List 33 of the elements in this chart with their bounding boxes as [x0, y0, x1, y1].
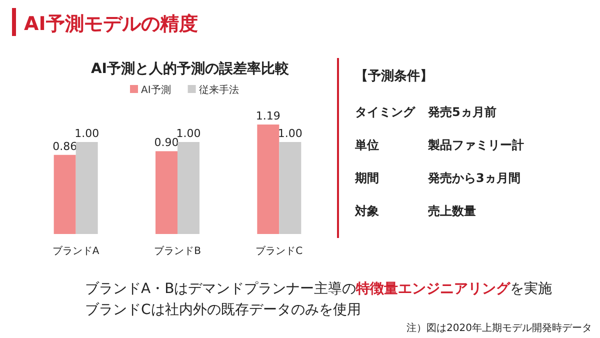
text: タイミング: [355, 105, 416, 119]
bar: [76, 142, 98, 234]
text: 発売5ヵ月前: [427, 105, 496, 119]
x-tick-label: ブランドB: [154, 245, 202, 257]
bar: [156, 151, 178, 234]
data-label: 0.86: [52, 140, 78, 153]
text: ブランドCは社内外の既存データのみを使用: [85, 302, 361, 318]
text: 特徴量エンジニアリング: [355, 281, 512, 297]
text: 発売から3ヵ月間: [427, 171, 520, 185]
data-label: 0.90: [154, 136, 179, 150]
text: を実施: [510, 281, 552, 297]
data-label: 1.19: [256, 110, 280, 123]
bar: [178, 142, 200, 234]
text: 対象: [354, 204, 379, 218]
bar: [279, 142, 302, 234]
data-label: 1.00: [176, 127, 201, 140]
bar: [54, 154, 76, 234]
text: 期間: [354, 171, 379, 185]
text: 製品ファミリー計: [427, 138, 524, 152]
data-label: 1.00: [278, 127, 302, 140]
legend-label: AI予測: [141, 84, 171, 96]
bar: [257, 124, 280, 234]
text: 【予測条件】: [355, 68, 433, 84]
text: 注）図は2020年上期モデル開発時データ: [406, 322, 592, 334]
text: ブランドA・Bはデマンドプランナー主導の: [85, 281, 356, 297]
chart-title: AI予測と人的予測の誤差率比較: [90, 60, 290, 77]
data-label: 1.00: [74, 127, 100, 140]
legend-label: 従来手法: [198, 84, 239, 96]
text: 単位: [354, 138, 379, 152]
x-tick-label: ブランドC: [256, 245, 303, 257]
text: 売上数量: [428, 204, 476, 218]
x-tick-label: ブランドA: [52, 245, 100, 257]
text: AI予測モデルの精度: [24, 13, 198, 35]
